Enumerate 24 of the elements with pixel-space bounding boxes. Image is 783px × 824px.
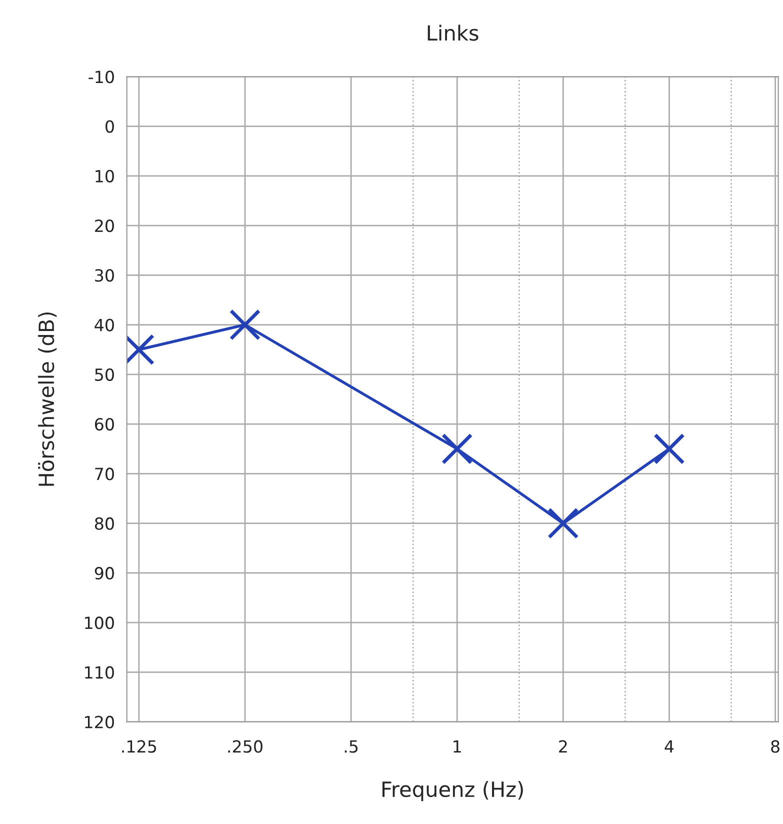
chart-title: Links	[428, 24, 478, 41]
y-tick-label: 10	[96, 170, 114, 182]
y-tick-label: 70	[95, 468, 114, 480]
y-tick-label: 80	[94, 517, 114, 530]
x-tick-label: .5	[344, 740, 358, 753]
y-tick-label: 50	[95, 368, 114, 381]
x-tick-label: .250	[228, 740, 262, 753]
y-tick-label: 90	[94, 566, 114, 580]
y-tick-label: 60	[94, 418, 114, 431]
y-tick-label: 0	[106, 120, 114, 133]
y-tick-label: 100	[85, 616, 114, 630]
x-axis-title: Frequenz (Hz)	[382, 781, 523, 802]
x-tick-label: 1	[454, 740, 461, 753]
x-tick-label: .125	[122, 740, 156, 753]
y-tick-label: 40	[94, 318, 114, 332]
y-tick-label: 20	[95, 219, 114, 232]
y-tick-label: 30	[95, 269, 114, 282]
x-tick-label: 8	[771, 740, 780, 753]
y-axis-title: Hörschwelle (dB)	[38, 312, 57, 486]
y-tick-label: 110	[85, 666, 114, 679]
x-tick-label: 4	[664, 740, 674, 753]
y-tick-label: 120	[85, 716, 114, 728]
x-tick-label: 2	[559, 740, 567, 753]
y-tick-label: -10	[88, 70, 114, 84]
